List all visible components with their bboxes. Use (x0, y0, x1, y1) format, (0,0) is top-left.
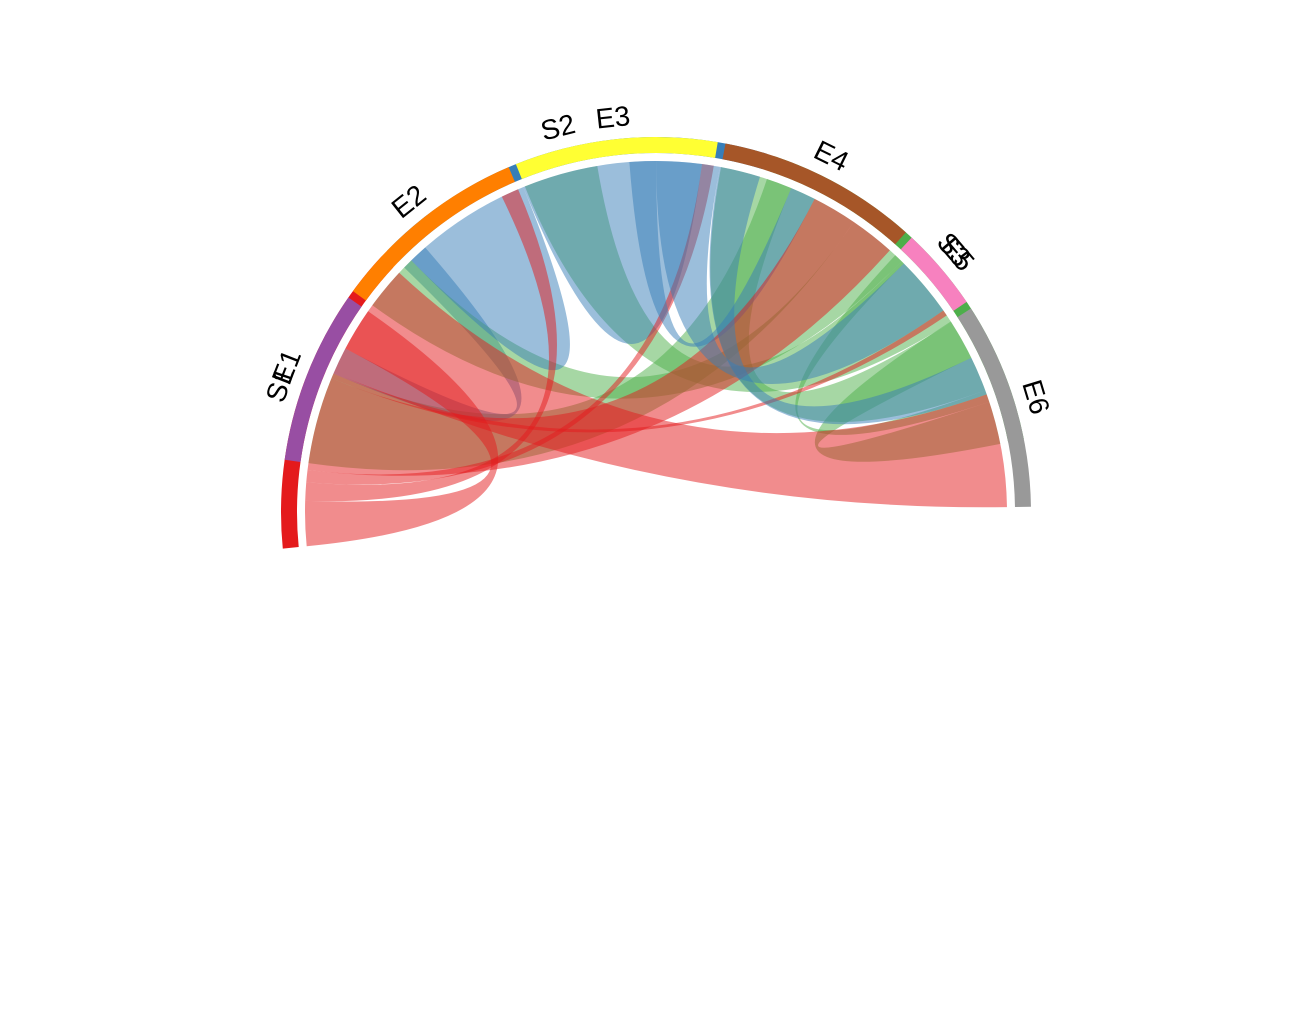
sector-arc-e5 (900, 237, 967, 311)
sector-arc-e1 (284, 297, 362, 463)
chord-S2-E6 (709, 166, 987, 425)
chord-ribbons (305, 160, 1007, 547)
sector-arc-e3 (515, 136, 718, 179)
chord-S1-E6 (333, 272, 1007, 508)
sector-label-s2: S2 (538, 108, 579, 146)
sector-arc-e6 (957, 308, 1031, 507)
sector-arc-e4 (722, 143, 906, 245)
sector-label-e6: E6 (1016, 376, 1056, 418)
sector-label-e3: E3 (594, 100, 631, 135)
sector-arcs (281, 136, 1031, 549)
chord-S2-E5 (656, 161, 944, 384)
chord-S2-E4 (629, 160, 815, 347)
sector-arc-e2 (352, 167, 515, 301)
sector-label-e4: E4 (809, 134, 853, 177)
